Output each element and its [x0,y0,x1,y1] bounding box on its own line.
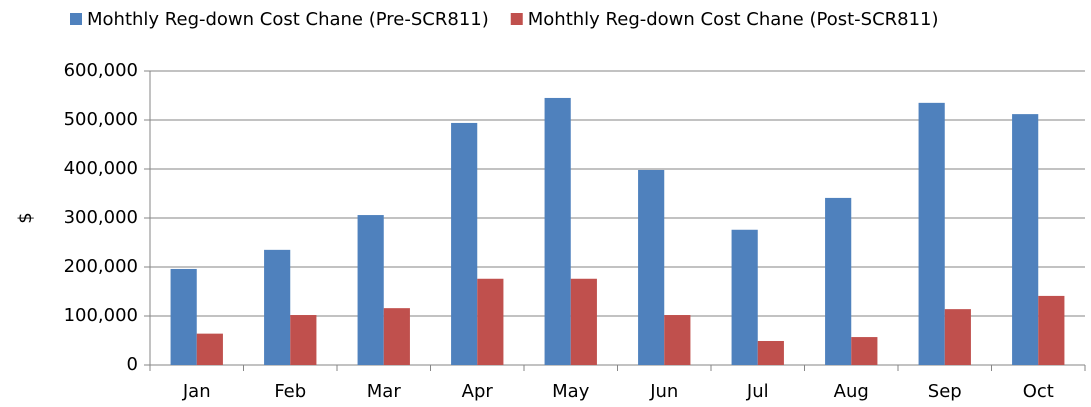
bar [731,229,758,365]
bar [664,315,691,365]
bar [170,268,197,365]
bar [196,333,223,365]
y-tick-label: 600,000 [64,60,138,81]
bar [1012,114,1039,366]
bar [825,197,852,365]
x-tick-label: Aug [834,381,869,402]
legend-swatch [70,13,82,25]
bar [570,278,597,365]
bar [357,215,384,365]
x-tick-label: Jan [182,381,211,402]
y-tick-label: 300,000 [64,207,138,228]
bar [264,249,291,365]
x-tick-label: Oct [1023,381,1054,402]
bar [944,309,971,365]
bar [383,308,410,365]
bar [1038,295,1065,365]
x-tick-label: Sep [928,381,962,402]
y-tick-label: 0 [127,354,138,375]
legend-label: Mohthly Reg-down Cost Chane (Pre-SCR811) [87,9,489,30]
bar [544,97,571,365]
legend-swatch [510,13,523,25]
y-tick-label: 500,000 [64,109,138,130]
bar [638,169,665,365]
x-tick-label: Feb [274,381,306,402]
y-axis-title: $ [15,212,36,223]
bar [451,122,478,365]
bar [477,278,504,365]
legend-label: Mohthly Reg-down Cost Chane (Post-SCR811… [528,9,939,30]
x-tick-label: Mar [367,381,402,402]
x-tick-label: Apr [462,381,494,402]
x-tick-label: Jun [649,381,678,402]
y-tick-label: 100,000 [64,305,138,326]
y-tick-label: 200,000 [64,256,138,277]
bar [851,337,878,365]
x-tick-label: Jul [746,381,769,402]
y-tick-label: 400,000 [64,158,138,179]
bar [290,315,317,365]
bar [918,102,945,365]
bar [757,340,784,365]
x-tick-label: May [552,381,590,402]
